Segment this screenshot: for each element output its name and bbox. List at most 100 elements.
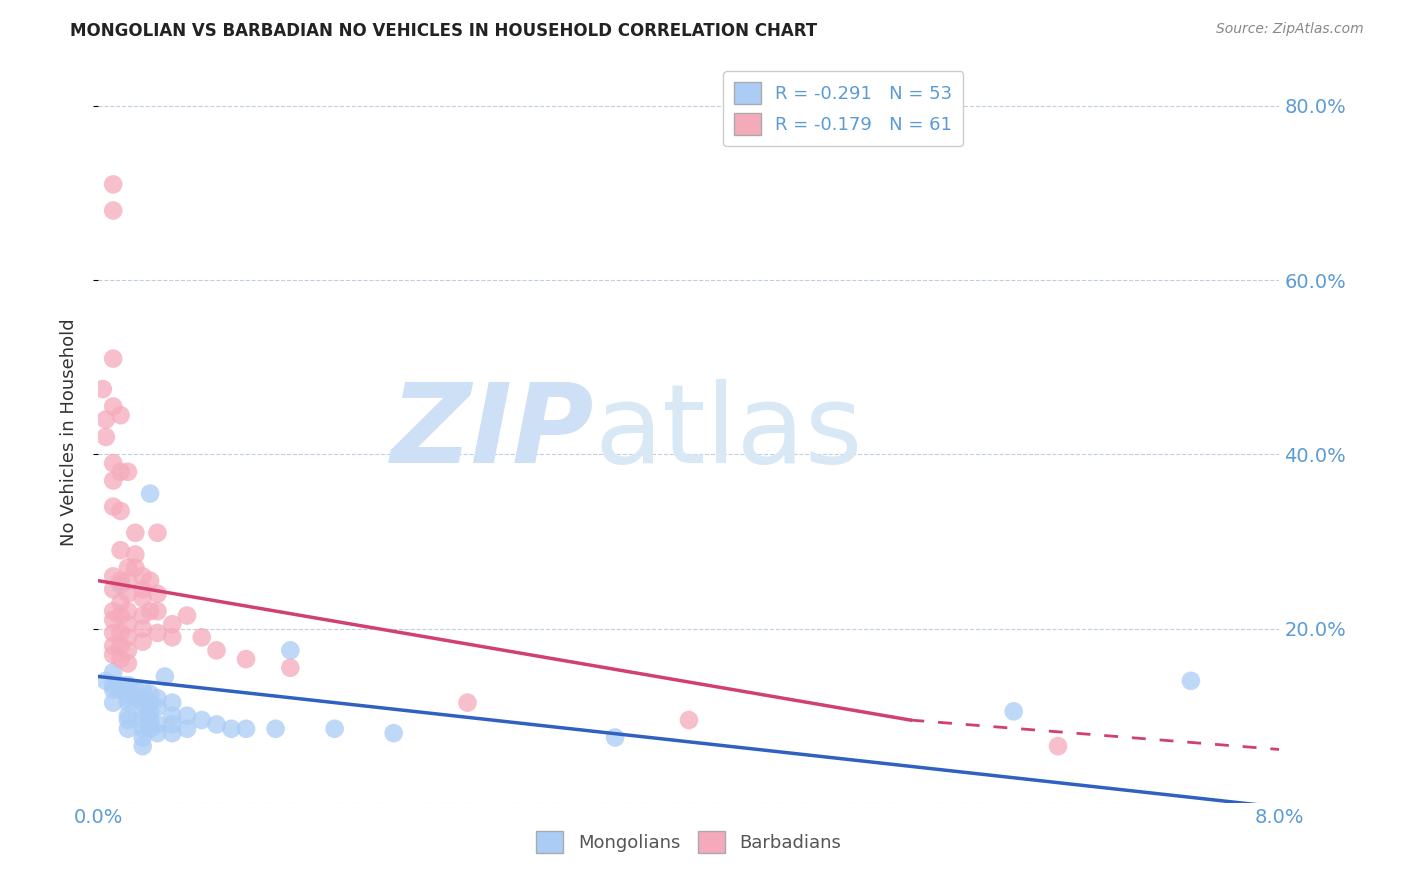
Point <box>139 604 162 618</box>
Point <box>117 604 139 618</box>
Point <box>124 691 146 706</box>
Point <box>117 617 139 632</box>
Point <box>1002 704 1025 718</box>
Point <box>132 691 155 706</box>
Point <box>146 726 169 740</box>
Point <box>94 412 117 426</box>
Point <box>117 713 139 727</box>
Point <box>132 696 155 710</box>
Point <box>162 717 183 731</box>
Point <box>117 630 139 644</box>
Point <box>110 682 132 697</box>
Point <box>124 682 146 697</box>
Point <box>103 400 125 414</box>
Point <box>132 739 155 754</box>
Point <box>117 696 139 710</box>
Point <box>176 608 198 623</box>
Point <box>91 382 114 396</box>
Point <box>103 678 125 692</box>
Point <box>117 657 139 671</box>
Point <box>103 351 125 366</box>
Point <box>146 626 169 640</box>
Point <box>117 465 139 479</box>
Point <box>205 643 228 657</box>
Point <box>132 608 155 623</box>
Point <box>103 582 125 597</box>
Point <box>382 726 405 740</box>
Point <box>117 678 139 692</box>
Point <box>103 604 125 618</box>
Point <box>139 722 162 736</box>
Point <box>132 591 155 606</box>
Point <box>103 665 125 680</box>
Point <box>139 687 162 701</box>
Point <box>94 673 117 688</box>
Point <box>110 652 132 666</box>
Point <box>110 543 132 558</box>
Text: ZIP: ZIP <box>391 379 595 486</box>
Point <box>117 682 139 697</box>
Point <box>103 178 125 192</box>
Point <box>280 661 302 675</box>
Point <box>103 569 125 583</box>
Point <box>103 639 125 653</box>
Point <box>139 704 162 718</box>
Point <box>117 722 139 736</box>
Point <box>162 630 183 644</box>
Point <box>146 604 169 618</box>
Point <box>117 587 139 601</box>
Point <box>124 548 146 562</box>
Point <box>146 691 169 706</box>
Point <box>139 713 162 727</box>
Point <box>110 465 132 479</box>
Point <box>146 525 169 540</box>
Point <box>124 560 146 574</box>
Point <box>1180 673 1202 688</box>
Point <box>146 587 169 601</box>
Point <box>103 456 125 470</box>
Point <box>235 652 257 666</box>
Point <box>221 722 243 736</box>
Point <box>117 691 139 706</box>
Point <box>110 595 132 609</box>
Point <box>103 648 125 662</box>
Point <box>110 578 132 592</box>
Point <box>139 696 162 710</box>
Point <box>132 682 155 697</box>
Point <box>132 704 155 718</box>
Point <box>103 696 125 710</box>
Text: Source: ZipAtlas.com: Source: ZipAtlas.com <box>1216 22 1364 37</box>
Point <box>162 708 183 723</box>
Point <box>162 617 183 632</box>
Point <box>132 722 155 736</box>
Point <box>132 582 155 597</box>
Point <box>103 626 125 640</box>
Point <box>176 708 198 723</box>
Point <box>110 639 132 653</box>
Text: atlas: atlas <box>595 379 863 486</box>
Point <box>457 696 479 710</box>
Point <box>205 717 228 731</box>
Point <box>1046 739 1070 754</box>
Point <box>323 722 346 736</box>
Point <box>280 643 302 657</box>
Point <box>146 700 169 714</box>
Point <box>110 608 132 623</box>
Point <box>139 574 162 588</box>
Point <box>110 678 132 692</box>
Point <box>153 669 176 683</box>
Point <box>162 696 183 710</box>
Point <box>117 574 139 588</box>
Point <box>191 713 214 727</box>
Point <box>678 713 700 727</box>
Point <box>110 626 132 640</box>
Point <box>103 474 125 488</box>
Point <box>117 560 139 574</box>
Point <box>132 569 155 583</box>
Point <box>103 500 125 514</box>
Point <box>264 722 287 736</box>
Point <box>103 203 125 218</box>
Legend: Mongolians, Barbadians: Mongolians, Barbadians <box>529 824 849 861</box>
Point <box>146 717 169 731</box>
Point <box>139 486 162 500</box>
